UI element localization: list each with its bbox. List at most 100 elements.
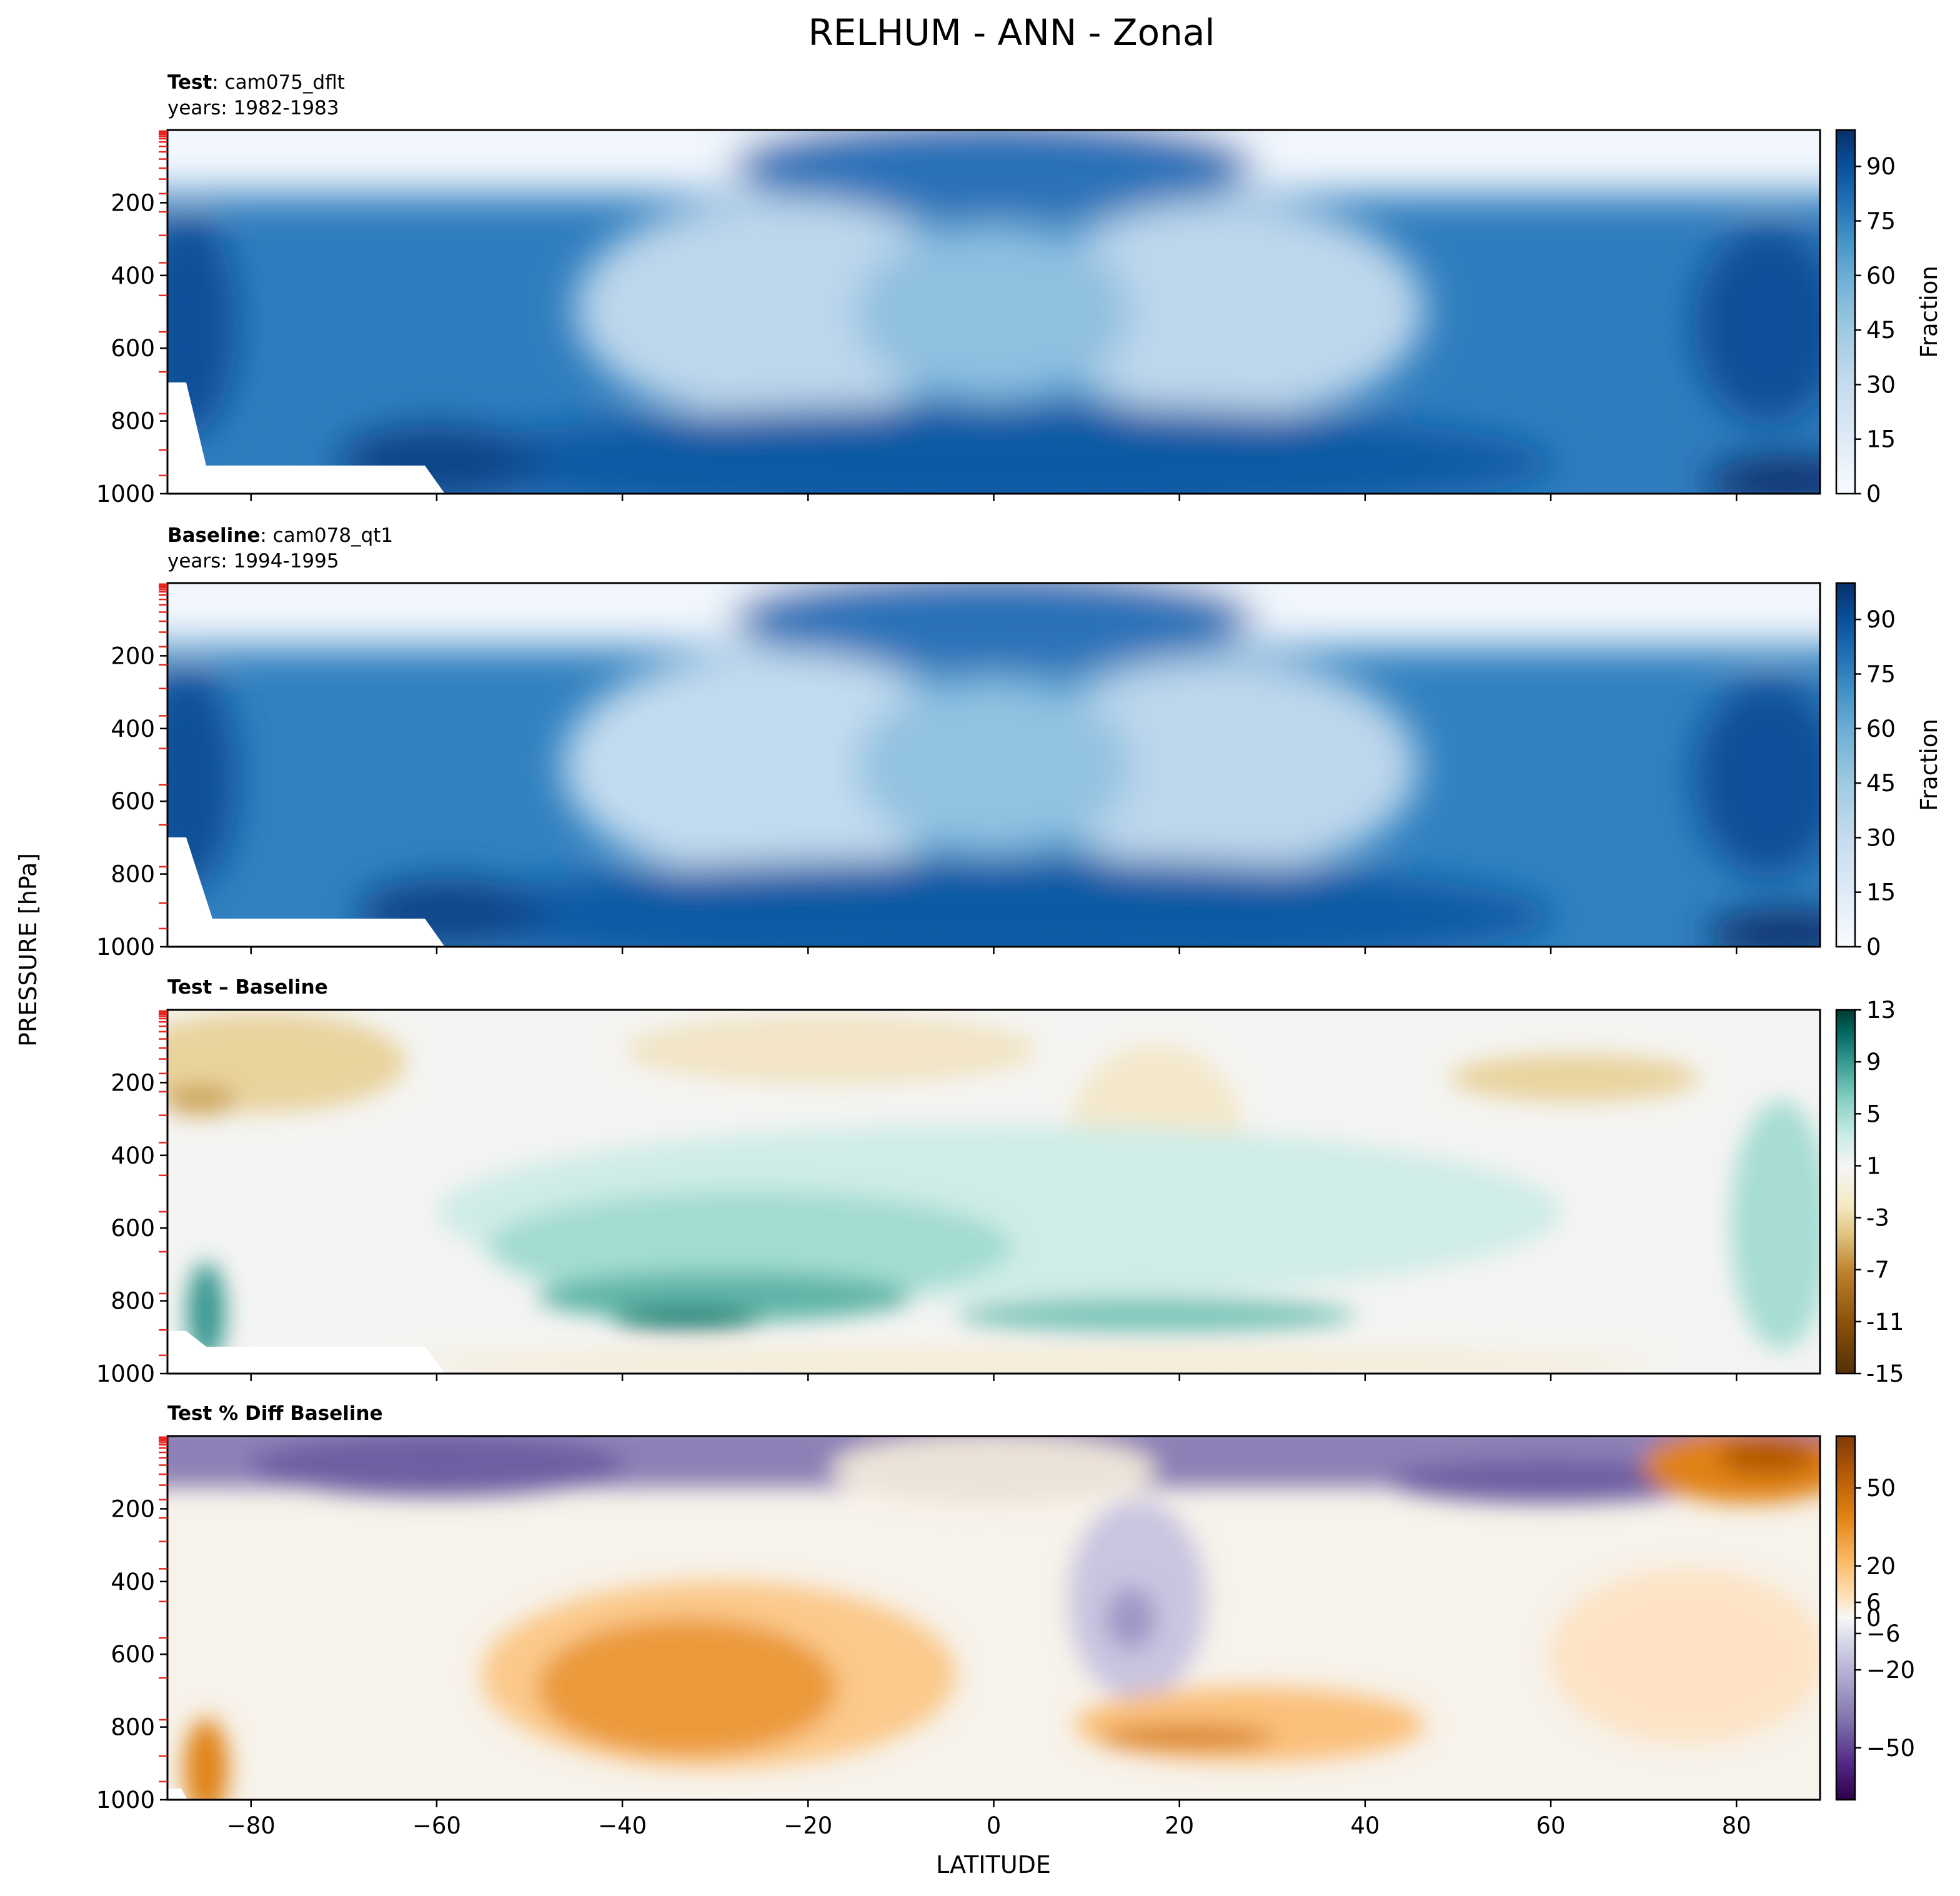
- y-tick-label: 1000: [96, 934, 155, 960]
- colorbar-tick-label: 9: [1866, 1049, 1881, 1075]
- colorbar-tick-label: 75: [1866, 661, 1896, 688]
- colorbar-scale: [1835, 129, 1856, 495]
- panel-test-field: [167, 130, 1820, 494]
- colorbar-tick-label: 45: [1866, 770, 1896, 797]
- colorbar-tick-label: 30: [1866, 371, 1896, 398]
- panel-baseline-title-rest: : cam078_qt1: [260, 524, 393, 547]
- colorbar-tick-label: 15: [1866, 879, 1896, 906]
- panel-pctdiff-title: Test % Diff Baseline: [167, 1402, 383, 1425]
- y-tick-label: 600: [111, 1215, 155, 1242]
- y-tick-label: 600: [111, 788, 155, 815]
- x-tick-label: 0: [987, 1812, 1002, 1839]
- y-tick-label: 200: [111, 1495, 155, 1522]
- y-tick-label: 200: [111, 642, 155, 669]
- panel-diff-y-axis: 200 400 600 800 1000: [96, 1010, 167, 1387]
- panel-pctdiff-x-axis: −80 −60 −40 −20 0 20 40 60 80: [227, 1800, 1751, 1839]
- panel-diff-colorbar: 13 9 5 1 -3 -7 -11 -15: [1835, 997, 1904, 1387]
- y-tick-label: 800: [111, 1714, 155, 1741]
- panel-diff-field: [167, 1010, 1820, 1374]
- panel-baseline: Baseline: cam078_qt1 years: 1994-1995 20…: [96, 524, 1943, 960]
- colorbar-tick-label: -3: [1866, 1205, 1889, 1232]
- y-tick-label: 800: [111, 1288, 155, 1315]
- y-tick-label: 1000: [96, 1360, 155, 1387]
- panel-baseline-colorbar: 0 15 30 45 60 75 90 Fraction: [1835, 582, 1943, 960]
- panel-diff-title: Test – Baseline: [167, 976, 328, 999]
- y-tick-label: 200: [111, 1069, 155, 1096]
- colorbar-tick-label: 0: [1866, 934, 1881, 960]
- x-tick-label: 40: [1350, 1812, 1380, 1839]
- colorbar-tick-label: 60: [1866, 262, 1896, 289]
- panel-pctdiff-colorbar: 50 20 60−6 −20 −50: [1835, 1435, 1915, 1801]
- y-tick-label: 1000: [96, 481, 155, 507]
- colorbar-tick-label: 20: [1866, 1553, 1896, 1580]
- x-tick-label: 80: [1722, 1812, 1751, 1839]
- y-tick-label: 600: [111, 1641, 155, 1668]
- y-tick-label: 400: [111, 1569, 155, 1595]
- panel-test-x-axis: [250, 494, 1738, 501]
- panel-baseline-y-axis: 200 400 600 800 1000: [96, 583, 167, 960]
- y-tick-label: 400: [111, 1142, 155, 1169]
- x-tick-label: −20: [784, 1812, 832, 1839]
- y-tick-label: 1000: [96, 1787, 155, 1814]
- x-tick-label: −40: [598, 1812, 647, 1839]
- y-tick-label: 200: [111, 189, 155, 216]
- colorbar-tick-label: 13: [1866, 997, 1896, 1024]
- panel-test-colorbar: 0 15 30 45 60 75 90 Fraction: [1835, 129, 1943, 507]
- panel-test: Test: cam075_dflt years: 1982-1983 200 40…: [96, 71, 1943, 507]
- y-tick-label: 400: [111, 716, 155, 742]
- panel-baseline-title: Baseline: cam078_qt1: [167, 524, 393, 547]
- x-tick-label: −60: [412, 1812, 461, 1839]
- colorbar-label: Fraction: [1916, 719, 1943, 811]
- colorbar-tick-label: −50: [1866, 1735, 1915, 1762]
- x-tick-label: 20: [1165, 1812, 1194, 1839]
- colorbar-tick-label: 75: [1866, 208, 1896, 235]
- colorbar-tick-label: 45: [1866, 317, 1896, 344]
- panel-test-y-axis: 200 400 600 800 1000: [96, 130, 167, 507]
- y-tick-label: 800: [111, 408, 155, 435]
- colorbar-tick-label: 30: [1866, 824, 1896, 851]
- colorbar-scale: [1835, 1435, 1856, 1801]
- colorbar-tick-label: 0: [1866, 481, 1881, 507]
- panel-pctdiff: Test % Diff Baseline 2: [96, 1402, 1915, 1839]
- colorbar-tick-label: 90: [1866, 606, 1896, 633]
- colorbar-scale: [1835, 582, 1856, 948]
- panel-baseline-field: [167, 583, 1820, 947]
- colorbar-tick-label: 60: [1866, 716, 1896, 742]
- colorbar-tick-label: 15: [1866, 426, 1896, 453]
- colorbar-tick-label: −6: [1866, 1620, 1901, 1647]
- y-tick-label: 400: [111, 262, 155, 289]
- colorbar-tick-label: 6: [1866, 1589, 1881, 1616]
- x-tick-label: −80: [227, 1812, 276, 1839]
- panel-diff-title-bold: Test – Baseline: [167, 976, 328, 999]
- panel-baseline-title-bold: Baseline: [167, 524, 260, 547]
- colorbar-tick-label: 0: [1866, 1605, 1881, 1632]
- panel-test-title: Test: cam075_dflt: [167, 71, 345, 94]
- panel-baseline-subtitle: years: 1994-1995: [167, 550, 339, 572]
- panel-diff-x-axis: [250, 1374, 1738, 1381]
- panel-test-title-bold: Test: [167, 71, 212, 94]
- panel-pctdiff-field: [167, 1436, 1820, 1800]
- colorbar-tick-label: −20: [1866, 1657, 1915, 1684]
- colorbar-tick-label: 50: [1866, 1475, 1896, 1502]
- y-tick-label: 800: [111, 861, 155, 888]
- colorbar-tick-label: -15: [1866, 1360, 1904, 1387]
- colorbar-tick-label: 90: [1866, 153, 1896, 180]
- panel-pctdiff-title-bold: Test % Diff Baseline: [167, 1402, 383, 1425]
- panel-test-title-rest: : cam075_dflt: [212, 71, 345, 94]
- colorbar-label: Fraction: [1916, 266, 1943, 358]
- y-tick-label: 600: [111, 335, 155, 362]
- x-tick-label: 60: [1536, 1812, 1566, 1839]
- colorbar-tick-label: -7: [1866, 1257, 1889, 1284]
- panel-test-subtitle: years: 1982-1983: [167, 97, 339, 119]
- colorbar-tick-label: 5: [1866, 1100, 1881, 1127]
- y-axis-label: PRESSURE [hPa]: [14, 853, 42, 1047]
- colorbar-tick-label: 1: [1866, 1152, 1881, 1179]
- figure-title: RELHUM - ANN - Zonal: [808, 11, 1215, 54]
- colorbar-tick-label: -11: [1866, 1309, 1904, 1335]
- panel-pctdiff-y-axis: 200 400 600 800 1000: [96, 1436, 167, 1814]
- panel-baseline-x-axis: [250, 947, 1738, 954]
- colorbar-scale: [1835, 1009, 1856, 1375]
- x-axis-label: LATITUDE: [936, 1851, 1051, 1879]
